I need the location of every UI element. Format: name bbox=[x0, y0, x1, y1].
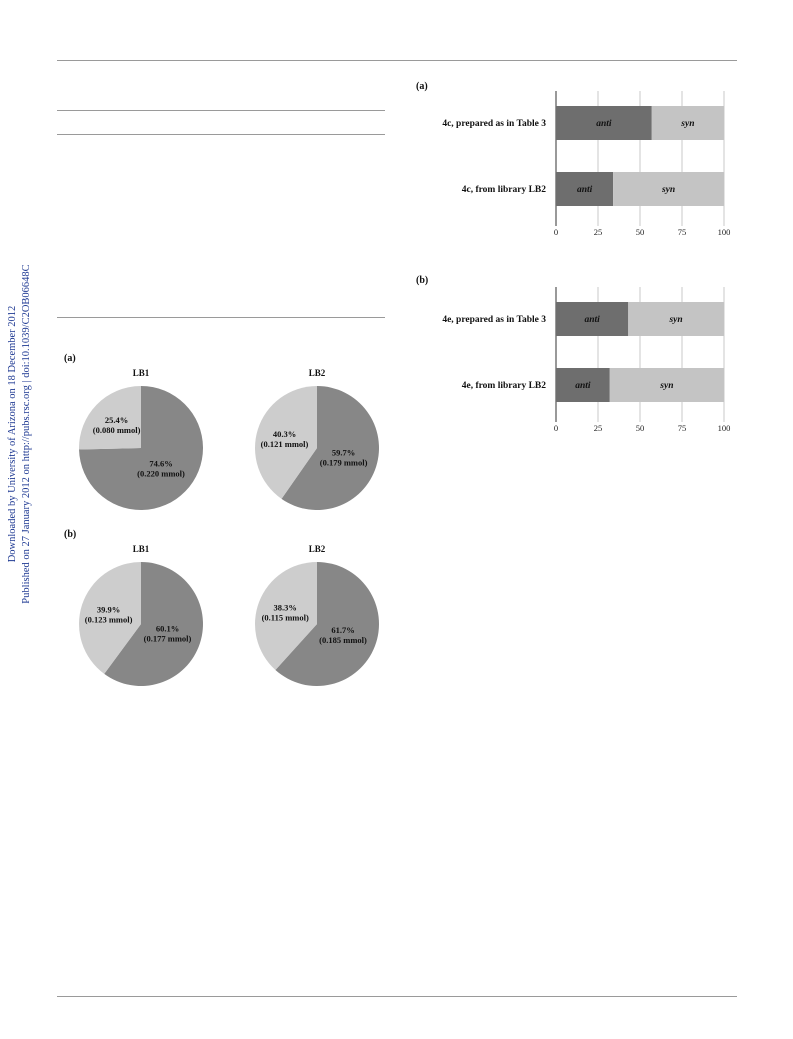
pie-slice-percent-label: 38.3% bbox=[274, 603, 297, 613]
bar-segment-anti bbox=[556, 368, 610, 402]
bar-panel-a-label: (a) bbox=[416, 81, 428, 92]
table-rule-2 bbox=[57, 134, 385, 135]
x-tick-label: 25 bbox=[594, 227, 603, 237]
pie-slice-dark bbox=[79, 386, 204, 510]
table-rule-3 bbox=[57, 317, 385, 318]
pie-slice-percent-label: 39.9% bbox=[97, 604, 120, 614]
pie-slice-mmol-label: (0.185 mmol) bbox=[319, 635, 367, 645]
pie-chart-b-lb2: LB2 61.7%(0.185 mmol) 38.3%(0.115 mmol) bbox=[255, 544, 380, 686]
stacked-bar-chart-a: 0 25 50 75 100 4c, prepared as in Table 3 anti… bbox=[442, 91, 731, 237]
pie-chart-a-lb1: LB1 74.6%(0.220 mmol) 25.4%(0.080 mmol) bbox=[79, 368, 204, 510]
bar-segment-syn bbox=[628, 302, 724, 336]
bar-segment-anti bbox=[556, 172, 614, 206]
pie-slice-mmol-label: (0.177 mmol) bbox=[144, 634, 192, 644]
pie-slice-mmol-label: (0.220 mmol) bbox=[137, 469, 185, 479]
category-label: 4c, from library LB2 bbox=[462, 185, 547, 195]
bar-segment-label: anti bbox=[584, 315, 600, 325]
pie-panel-a-label: (a) bbox=[64, 353, 76, 364]
category-label: 4e, prepared as in Table 3 bbox=[442, 315, 546, 325]
bar-segment-label: syn bbox=[680, 119, 694, 129]
bar-segment-syn bbox=[651, 106, 724, 140]
x-tick-label: 75 bbox=[678, 227, 687, 237]
top-rule bbox=[57, 60, 737, 61]
bar-segment-label: anti bbox=[577, 185, 593, 195]
download-note-svg: Downloaded by University of Arizona on 1… bbox=[7, 264, 32, 603]
category-label: 4c, prepared as in Table 3 bbox=[442, 119, 546, 129]
pie-title: LB1 bbox=[133, 544, 150, 554]
pie-slice-percent-label: 40.3% bbox=[273, 429, 296, 439]
table-rule-1 bbox=[57, 110, 385, 111]
pie-slice-percent-label: 60.1% bbox=[156, 624, 179, 634]
pie-slice-dark bbox=[281, 386, 379, 510]
x-tick-label: 100 bbox=[718, 423, 731, 433]
pie-slice-percent-label: 61.7% bbox=[331, 625, 354, 635]
bar-segment-label: syn bbox=[659, 381, 673, 391]
pie-slice-mmol-label: (0.115 mmol) bbox=[262, 613, 309, 623]
bar-panel-b-label: (b) bbox=[416, 275, 429, 286]
download-note-line2: Published on 27 January 2012 on http://p… bbox=[21, 264, 32, 603]
pie-slice-dark bbox=[275, 562, 380, 686]
bar-segment-syn bbox=[609, 368, 724, 402]
x-tick-label: 50 bbox=[636, 227, 645, 237]
pie-slice-mmol-label: (0.121 mmol) bbox=[261, 439, 309, 449]
x-tick-label: 0 bbox=[554, 423, 558, 433]
x-tick-label: 100 bbox=[718, 227, 731, 237]
x-tick-label: 75 bbox=[678, 423, 687, 433]
pie-slice-mmol-label: (0.179 mmol) bbox=[320, 457, 368, 467]
pie-slice-dark bbox=[104, 562, 203, 686]
category-label: 4e, from library LB2 bbox=[462, 381, 547, 391]
pie-slice-light bbox=[79, 386, 141, 450]
pie-slice-light bbox=[254, 386, 317, 499]
pie-slice-percent-label: 25.4% bbox=[105, 415, 128, 425]
download-note-line1: Downloaded by University of Arizona on 1… bbox=[7, 306, 18, 563]
bar-segment-label: anti bbox=[575, 381, 591, 391]
bar-segment-syn bbox=[613, 172, 724, 206]
x-tick-label: 50 bbox=[636, 423, 645, 433]
bottom-rule bbox=[57, 996, 737, 997]
pie-slice-mmol-label: (0.123 mmol) bbox=[85, 614, 133, 624]
bar-segment-label: anti bbox=[596, 119, 612, 129]
pie-title: LB2 bbox=[309, 544, 326, 554]
bar-segment-label: syn bbox=[661, 185, 675, 195]
bar-segment-anti bbox=[556, 302, 629, 336]
pie-slice-percent-label: 74.6% bbox=[149, 459, 172, 469]
x-tick-label: 0 bbox=[554, 227, 558, 237]
pie-chart-a-lb2: LB2 59.7%(0.179 mmol) 40.3%(0.121 mmol) bbox=[254, 368, 379, 510]
pie-title: LB2 bbox=[309, 368, 326, 378]
pie-title: LB1 bbox=[133, 368, 150, 378]
pie-slice-mmol-label: (0.080 mmol) bbox=[93, 425, 141, 435]
pie-panel-b-label: (b) bbox=[64, 529, 77, 540]
stacked-bar-chart-b: 0 25 50 75 100 4e, prepared as in Table 3 anti… bbox=[442, 287, 731, 433]
download-note: Downloaded by University of Arizona on 1… bbox=[2, 262, 36, 606]
bar-segment-anti bbox=[556, 106, 652, 140]
x-tick-label: 25 bbox=[594, 423, 603, 433]
pie-slice-light bbox=[255, 562, 317, 670]
bar-segment-label: syn bbox=[668, 315, 682, 325]
pie-chart-b-lb1: LB1 60.1%(0.177 mmol) 39.9%(0.123 mmol) bbox=[78, 544, 203, 686]
pie-slice-percent-label: 59.7% bbox=[332, 447, 355, 457]
pie-slice-light bbox=[78, 562, 141, 674]
